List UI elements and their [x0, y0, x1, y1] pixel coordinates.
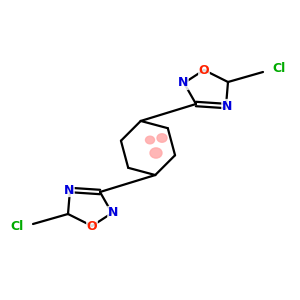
- Text: N: N: [222, 100, 232, 112]
- Text: O: O: [87, 220, 97, 232]
- Ellipse shape: [146, 136, 154, 144]
- Ellipse shape: [157, 134, 167, 142]
- Text: Cl: Cl: [11, 220, 24, 233]
- Text: Cl: Cl: [272, 62, 285, 76]
- Text: O: O: [199, 64, 209, 76]
- Text: N: N: [178, 76, 188, 89]
- Ellipse shape: [150, 148, 162, 158]
- Text: N: N: [108, 206, 118, 220]
- Text: N: N: [64, 184, 74, 196]
